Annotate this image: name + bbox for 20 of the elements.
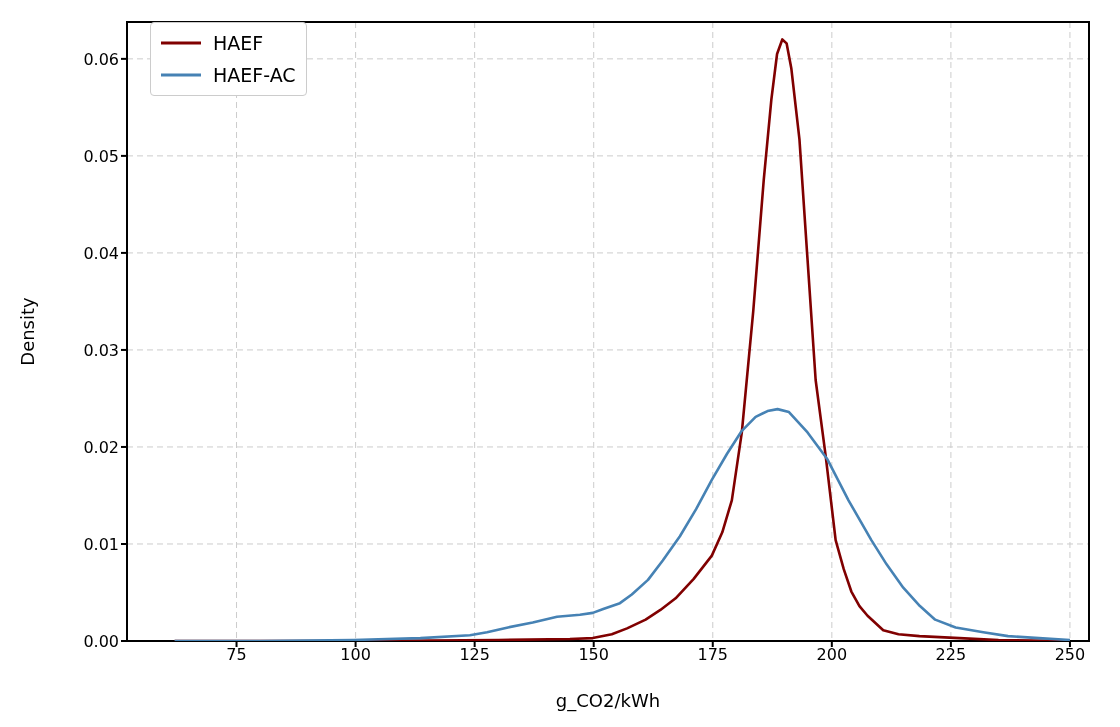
x-tick-label: 225 [935,645,967,665]
x-tick-label: 150 [578,645,609,665]
legend-label: HAEF-AC [213,64,296,86]
y-tick-label: 0.02 [83,437,119,457]
x-tick-label: 175 [697,645,729,665]
x-tick-label: 125 [459,645,490,665]
x-axis-title: g_CO2/kWh [555,690,661,712]
x-tick-label: 100 [340,645,371,665]
x-tick-label: 200 [816,645,848,665]
y-tick-label: 0.00 [83,631,119,651]
line-series [173,407,1072,641]
legend-label: HAEF [213,32,264,54]
y-tick-label: 0.01 [83,534,119,554]
x-tick-label: 75 [226,645,247,665]
y-tick-label: 0.05 [83,146,119,166]
y-tick-label: 0.03 [83,340,119,360]
y-axis-title: Density [17,296,39,366]
x-tick-label: 250 [1054,645,1086,665]
y-tick-label: 0.06 [83,49,119,69]
y-tick-label: 0.04 [83,243,119,263]
